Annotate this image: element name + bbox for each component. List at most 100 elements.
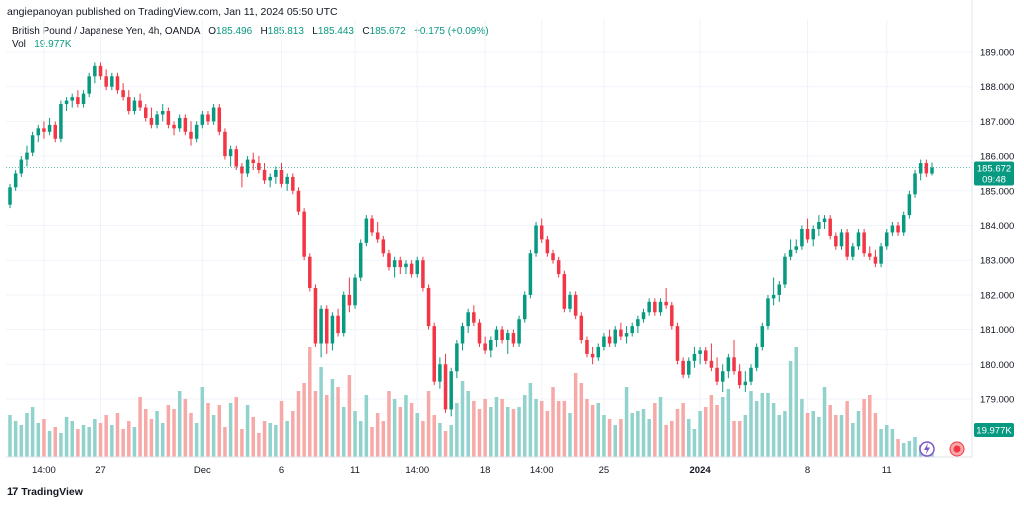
candle-body: [460, 326, 465, 344]
volume-bar: [64, 417, 69, 457]
candle-body: [528, 253, 533, 295]
candle-body: [698, 350, 702, 354]
candle-body: [358, 242, 363, 278]
candle-body: [545, 239, 550, 254]
brand-name: TradingView: [21, 486, 83, 498]
volume-bar: [845, 401, 849, 457]
price-axis[interactable]: 189.000 188.000 187.000 186.000 185.000 184.0…: [980, 48, 1014, 406]
volume-bar: [70, 421, 74, 457]
volume-value: 19.977K: [34, 39, 72, 50]
volume-bar: [868, 395, 872, 457]
time-axis[interactable]: 14:00 27 Dec 6 11 14:00 18 14:00 25 2024 8 11: [32, 465, 892, 476]
volume-bar: [737, 421, 742, 457]
tradingview-logo[interactable]: 17 TradingView: [7, 486, 83, 498]
volume-bar: [800, 399, 804, 457]
candle-body: [160, 110, 165, 115]
volume-bar: [104, 415, 108, 457]
candle-body: [670, 305, 674, 327]
candle-body: [308, 256, 312, 288]
volume-bar: [110, 425, 114, 457]
volume-bar: [296, 391, 301, 457]
candle-body: [98, 65, 103, 77]
event-flag-icon[interactable]: [949, 441, 965, 457]
volume-label[interactable]: Vol: [12, 39, 26, 50]
volume-bar: [285, 421, 289, 457]
candle-body: [200, 114, 205, 125]
volume-bar: [873, 413, 878, 457]
candle-body: [59, 104, 63, 139]
price-tick-label: 180.000: [980, 360, 1014, 371]
candle-body: [913, 173, 917, 195]
volume-bar: [901, 443, 906, 457]
candle-body: [217, 107, 222, 132]
symbol-name[interactable]: British Pound / Japanese Yen, 4h, OANDA: [12, 26, 200, 37]
volume-bar: [494, 397, 499, 457]
candle-body: [766, 298, 770, 327]
candle-body: [851, 246, 855, 257]
price-tick-label: 186.000: [980, 152, 1014, 163]
volume-bar: [13, 421, 18, 457]
candle-body: [472, 312, 476, 323]
volume-bar: [907, 441, 912, 457]
candle-body: [375, 232, 380, 240]
candle-body: [449, 371, 453, 410]
volume-bar: [653, 403, 657, 457]
volume-bar: [647, 419, 651, 457]
volume-bar: [715, 405, 719, 457]
candle-body: [760, 326, 765, 347]
volume-bar: [183, 399, 188, 457]
candle-body: [257, 163, 261, 170]
candle-body: [166, 110, 171, 125]
flash-icon[interactable]: [919, 441, 935, 457]
change-value: +0.175 (+0.09%): [414, 26, 489, 37]
symbol-legend: British Pound / Japanese Yen, 4h, OANDA …: [12, 26, 489, 37]
volume-bar: [166, 405, 171, 457]
candle-body: [862, 232, 866, 254]
candle-body: [421, 260, 425, 288]
volume-bar: [313, 391, 318, 457]
volume-bar: [93, 419, 97, 457]
volume-bar: [115, 413, 120, 457]
candle-body: [325, 308, 329, 344]
volume-bar: [585, 399, 589, 457]
high-value: 185.813: [267, 26, 304, 37]
volume-bar: [200, 387, 205, 457]
candle-body: [341, 294, 346, 334]
candle-series: [8, 62, 934, 417]
volume-bar: [590, 405, 595, 457]
candle-body: [47, 124, 52, 132]
volume-bar: [602, 415, 606, 457]
volume-bar: [732, 421, 736, 457]
candle-body: [404, 263, 408, 268]
volume-bar: [828, 405, 832, 457]
volume-bar: [777, 415, 782, 457]
candle-body: [268, 176, 272, 181]
candle-body: [172, 124, 176, 129]
candle-body: [251, 159, 255, 164]
price-tick-label: 184.000: [980, 221, 1014, 232]
candle-body: [398, 260, 403, 268]
volume-legend: Vol 19.977K: [12, 39, 72, 50]
volume-bar: [709, 395, 714, 457]
candle-body: [590, 353, 595, 358]
volume-bar: [805, 413, 810, 457]
candle-body: [206, 114, 210, 122]
candle-body: [104, 76, 108, 87]
volume-bar: [262, 421, 267, 457]
volume-bar: [8, 415, 12, 457]
candle-body: [613, 329, 617, 344]
volume-bar: [630, 413, 634, 457]
candle-body: [800, 228, 804, 247]
candle-body: [432, 326, 436, 382]
candle-body: [19, 159, 24, 174]
candle-body: [653, 301, 657, 313]
time-tick-label: Dec: [194, 465, 211, 476]
countdown-text: 09:48: [982, 174, 1006, 185]
candle-body: [392, 260, 397, 268]
volume-bar: [613, 425, 617, 457]
volume-bar: [443, 431, 448, 457]
candle-body: [121, 90, 125, 98]
price-tick-label: 185.000: [980, 186, 1014, 197]
high-key: H: [260, 26, 268, 37]
